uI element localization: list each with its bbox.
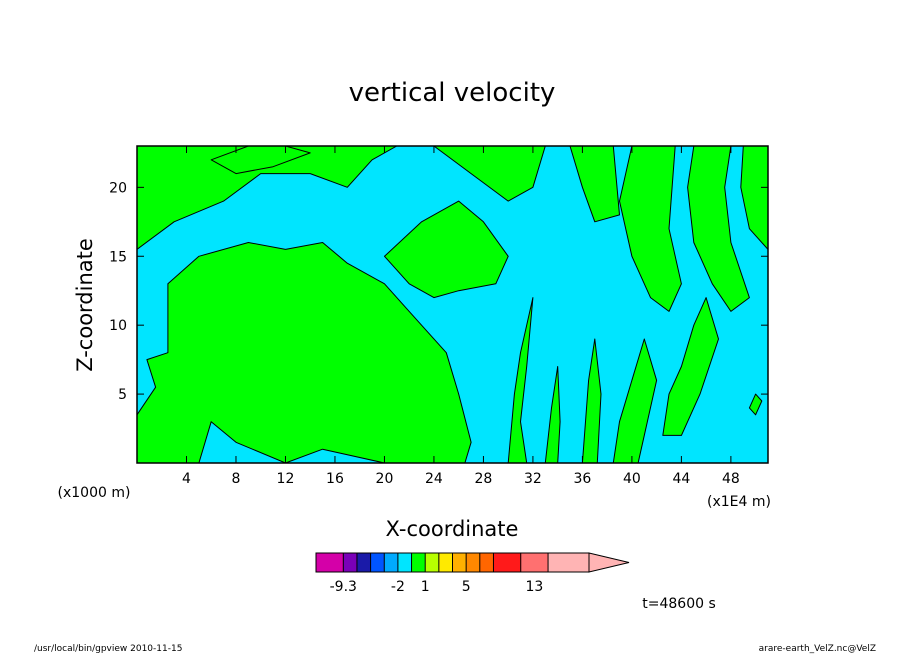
- colorbar-segment: [411, 553, 426, 572]
- x-tick-label: 36: [573, 471, 591, 487]
- colorbar-segment: [343, 553, 358, 572]
- y-tick-label: 15: [109, 249, 127, 265]
- x-tick-label: 20: [376, 471, 394, 487]
- contour-region-3: [384, 200, 509, 299]
- plot-area: [136, 145, 769, 464]
- colorbar-segment: [493, 553, 508, 572]
- colorbar-label: -2: [391, 579, 405, 595]
- colorbar-segment: [425, 553, 440, 572]
- time-annotation: t=48600 s: [642, 596, 716, 612]
- colorbar-label: -9.3: [330, 579, 357, 595]
- colorbar-segment: [534, 553, 549, 572]
- contour-region-5: [569, 146, 620, 223]
- x-tick-label: 28: [475, 471, 493, 487]
- x-tick-label: 16: [326, 471, 344, 487]
- colorbar-segment: [452, 553, 467, 572]
- y-axis-label: Z-coordinate: [73, 238, 97, 372]
- x-unit-left: (x1000 m): [58, 485, 131, 501]
- footer-left: /usr/local/bin/gpview 2010-11-15: [34, 644, 182, 654]
- colorbar-segment: [356, 553, 372, 572]
- x-axis-ticks: 4 8 12 16 20 24 28 32 36 40 44 48: [182, 146, 740, 487]
- contour-region-12: [612, 338, 658, 463]
- colorbar-segment: [397, 553, 413, 572]
- contour-region-7: [687, 146, 750, 312]
- x-tick-label: 12: [277, 471, 295, 487]
- footer-right: arare-earth_VelZ.nc@VelZ: [759, 644, 876, 654]
- y-axis-ticks: 5 10 15 20: [109, 180, 768, 403]
- colorbar-labels: -9.3 -2 1 5 13: [330, 579, 544, 595]
- x-axis-label: X-coordinate: [386, 517, 519, 541]
- colorbar-segment: [479, 553, 494, 572]
- chart-title: vertical velocity: [349, 78, 556, 108]
- contour-region-4: [433, 146, 546, 202]
- x-tick-label: 32: [524, 471, 542, 487]
- colorbar-segment: [520, 553, 535, 572]
- x-unit-right: (x1E4 m): [707, 494, 771, 510]
- colorbar-segment: [575, 553, 590, 572]
- x-tick-label: 44: [672, 471, 690, 487]
- colorbar-segment: [561, 553, 576, 572]
- x-tick-label: 48: [722, 471, 740, 487]
- contour-region-14: [748, 393, 763, 416]
- contour-fills: [137, 146, 768, 463]
- colorbar-label: 13: [525, 579, 543, 595]
- contour-region-11: [581, 338, 602, 463]
- colorbar-label: 1: [421, 579, 430, 595]
- contour-region-0: [137, 242, 472, 463]
- colorbar-segment: [466, 553, 481, 572]
- colorbar-segment: [384, 553, 399, 572]
- plot-frame: [136, 145, 769, 464]
- x-tick-label: 24: [425, 471, 443, 487]
- contour-region-10: [544, 366, 561, 463]
- y-tick-label: 10: [109, 318, 127, 334]
- colorbar-segment: [316, 553, 331, 572]
- x-tick-label: 40: [623, 471, 641, 487]
- colorbar-segment: [507, 553, 522, 572]
- contour-region-6: [619, 146, 682, 312]
- contour-region-13: [662, 297, 719, 436]
- colorbar-label: 5: [462, 579, 471, 595]
- colorbar: [315, 552, 630, 573]
- x-tick-label: 4: [182, 471, 191, 487]
- contour-region-1: [137, 146, 398, 250]
- colorbar-segment: [438, 553, 453, 572]
- contour-region-9: [507, 297, 534, 463]
- x-tick-label: 8: [232, 471, 241, 487]
- colorbar-segment: [329, 553, 344, 572]
- y-tick-label: 5: [118, 387, 127, 403]
- contour-region-8: [740, 146, 768, 250]
- colorbar-segment: [548, 553, 563, 572]
- colorbar-extend-max: [588, 552, 630, 573]
- y-tick-label: 20: [109, 180, 127, 196]
- colorbar-segment: [370, 553, 385, 572]
